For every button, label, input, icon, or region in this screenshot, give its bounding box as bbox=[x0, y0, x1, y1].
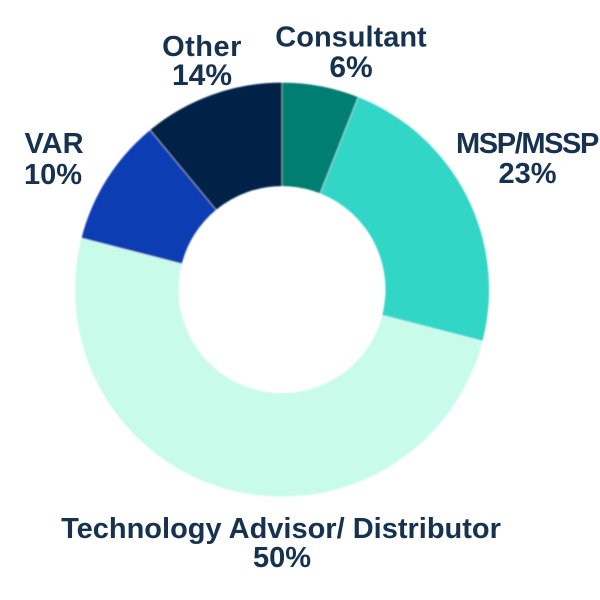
svg-text:VAR: VAR bbox=[24, 128, 83, 160]
svg-text:MSP/MSSP: MSP/MSSP bbox=[456, 128, 599, 160]
svg-text:Consultant: Consultant bbox=[275, 22, 427, 54]
svg-text:10%: 10% bbox=[24, 159, 82, 191]
svg-text:6%: 6% bbox=[329, 51, 372, 84]
svg-text:23%: 23% bbox=[498, 158, 556, 190]
svg-text:50%: 50% bbox=[253, 542, 311, 574]
svg-text:Other: Other bbox=[162, 31, 242, 63]
svg-text:Technology Advisor/ Distributo: Technology Advisor/ Distributor bbox=[61, 513, 501, 545]
svg-text:14%: 14% bbox=[172, 59, 232, 92]
